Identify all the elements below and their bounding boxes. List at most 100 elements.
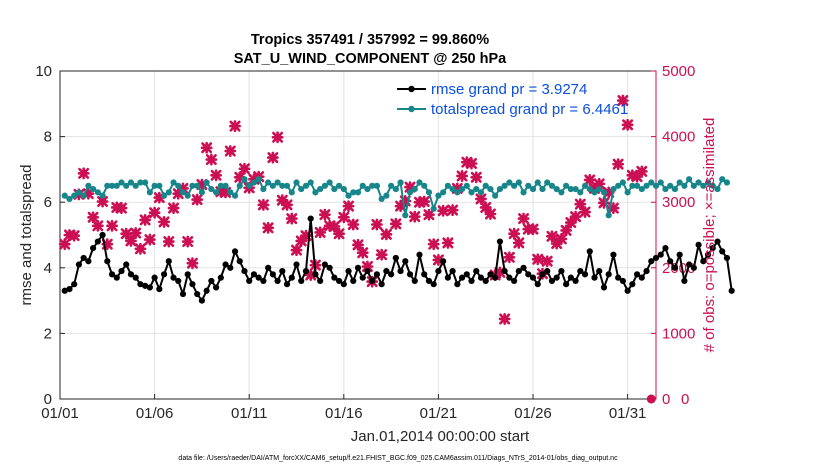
- data-point: [468, 189, 475, 196]
- obs-assimilated-marker: [281, 198, 293, 211]
- data-point: [71, 192, 78, 199]
- x-tick-label: 01/06: [136, 405, 174, 422]
- y-tick-label: 8: [44, 129, 52, 146]
- obs-assimilated-marker: [446, 204, 459, 216]
- data-point: [269, 271, 276, 278]
- obs-assimilated-marker: [125, 234, 137, 247]
- data-point: [113, 274, 120, 281]
- data-point: [402, 212, 409, 219]
- data-point: [326, 264, 333, 271]
- data-point: [212, 284, 220, 291]
- data-point: [667, 182, 674, 189]
- data-point: [397, 267, 404, 275]
- data-point: [279, 267, 286, 275]
- data-point: [71, 281, 78, 288]
- obs-assimilated-marker: [290, 244, 303, 257]
- data-point: [137, 179, 144, 186]
- data-point: [435, 267, 442, 275]
- data-point: [709, 245, 716, 252]
- data-point: [610, 185, 617, 193]
- data-point: [142, 282, 149, 289]
- x-tick-label: 01/01: [41, 405, 79, 422]
- data-point: [75, 189, 83, 196]
- obs-assimilated-marker: [456, 170, 468, 182]
- data-point: [208, 185, 215, 193]
- data-point: [241, 267, 248, 275]
- data-point: [643, 182, 650, 189]
- data-point: [80, 254, 87, 262]
- data-point: [85, 258, 92, 265]
- data-point: [66, 286, 73, 293]
- obs-assimilated-marker: [437, 204, 450, 217]
- data-point: [179, 189, 187, 196]
- obs-assimilated-marker: [503, 251, 516, 264]
- data-point: [108, 271, 116, 278]
- data-point: [496, 185, 504, 193]
- obs-assimilated-marker: [380, 228, 393, 241]
- data-point: [265, 264, 272, 271]
- obs-assimilated-marker: [361, 260, 374, 273]
- data-point: [690, 264, 697, 271]
- data-point: [66, 195, 73, 203]
- data-point: [246, 182, 253, 189]
- data-point: [506, 274, 513, 281]
- data-point: [80, 192, 87, 199]
- data-point: [283, 182, 291, 189]
- obs-assimilated-marker: [333, 227, 345, 240]
- data-point: [217, 274, 224, 281]
- data-point: [633, 271, 641, 278]
- data-point: [671, 185, 679, 193]
- obs-assimilated-marker: [224, 145, 237, 157]
- data-point: [255, 274, 262, 281]
- data-point: [487, 185, 494, 193]
- data-point: [61, 287, 68, 294]
- data-point: [217, 182, 224, 189]
- x-axis: 01/01 01/06 01/11 01/16 01/21 01/26 01/31: [41, 394, 646, 422]
- obs-assimilated-marker: [91, 219, 104, 232]
- data-point: [184, 271, 191, 278]
- data-point: [704, 251, 712, 258]
- obs-assimilated-marker: [229, 120, 241, 133]
- data-point: [477, 274, 485, 281]
- obs-assimilated-marker: [328, 220, 341, 233]
- obs-possible-count-label: 0: [681, 391, 689, 408]
- obs-assimilated-marker: [626, 169, 639, 182]
- data-point: [553, 185, 560, 193]
- obs-assimilated-marker: [181, 235, 194, 248]
- obs-assimilated-marker: [101, 238, 114, 251]
- legend-rmse-label: rmse grand pr = 3.9274: [431, 81, 587, 98]
- data-point: [118, 267, 125, 275]
- data-point: [520, 189, 527, 196]
- data-point: [629, 281, 636, 288]
- obs-assimilated-marker: [607, 202, 620, 215]
- data-point: [548, 182, 556, 189]
- data-point: [317, 277, 324, 285]
- data-point: [596, 267, 603, 275]
- data-point: [681, 182, 688, 189]
- obs-assimilated-marker: [579, 206, 591, 218]
- data-point: [279, 182, 286, 189]
- obs-assimilated-marker: [143, 233, 156, 246]
- data-point: [335, 277, 343, 285]
- x-tick-label: 01/31: [609, 405, 647, 422]
- data-point: [189, 281, 196, 288]
- data-point: [596, 185, 603, 193]
- data-point: [425, 277, 433, 285]
- data-point: [648, 179, 655, 186]
- data-point: [208, 277, 215, 285]
- data-point: [700, 258, 707, 265]
- obs-assimilated-marker: [527, 223, 539, 236]
- obs-assimilated-marker: [342, 200, 355, 213]
- data-point: [160, 192, 168, 199]
- y-axis-left: 0 2 4 6 8 10: [35, 63, 65, 408]
- data-point: [350, 277, 357, 285]
- data-point: [425, 189, 433, 196]
- data-point: [657, 179, 664, 186]
- x-tick-label: 01/21: [420, 405, 458, 422]
- obs-assimilated-marker: [531, 253, 544, 266]
- data-point: [572, 185, 579, 193]
- x-tick-label: 01/16: [325, 405, 363, 422]
- data-point: [359, 182, 366, 189]
- chart-title: Tropics 357491 / 357992 = 99.860%: [251, 32, 489, 48]
